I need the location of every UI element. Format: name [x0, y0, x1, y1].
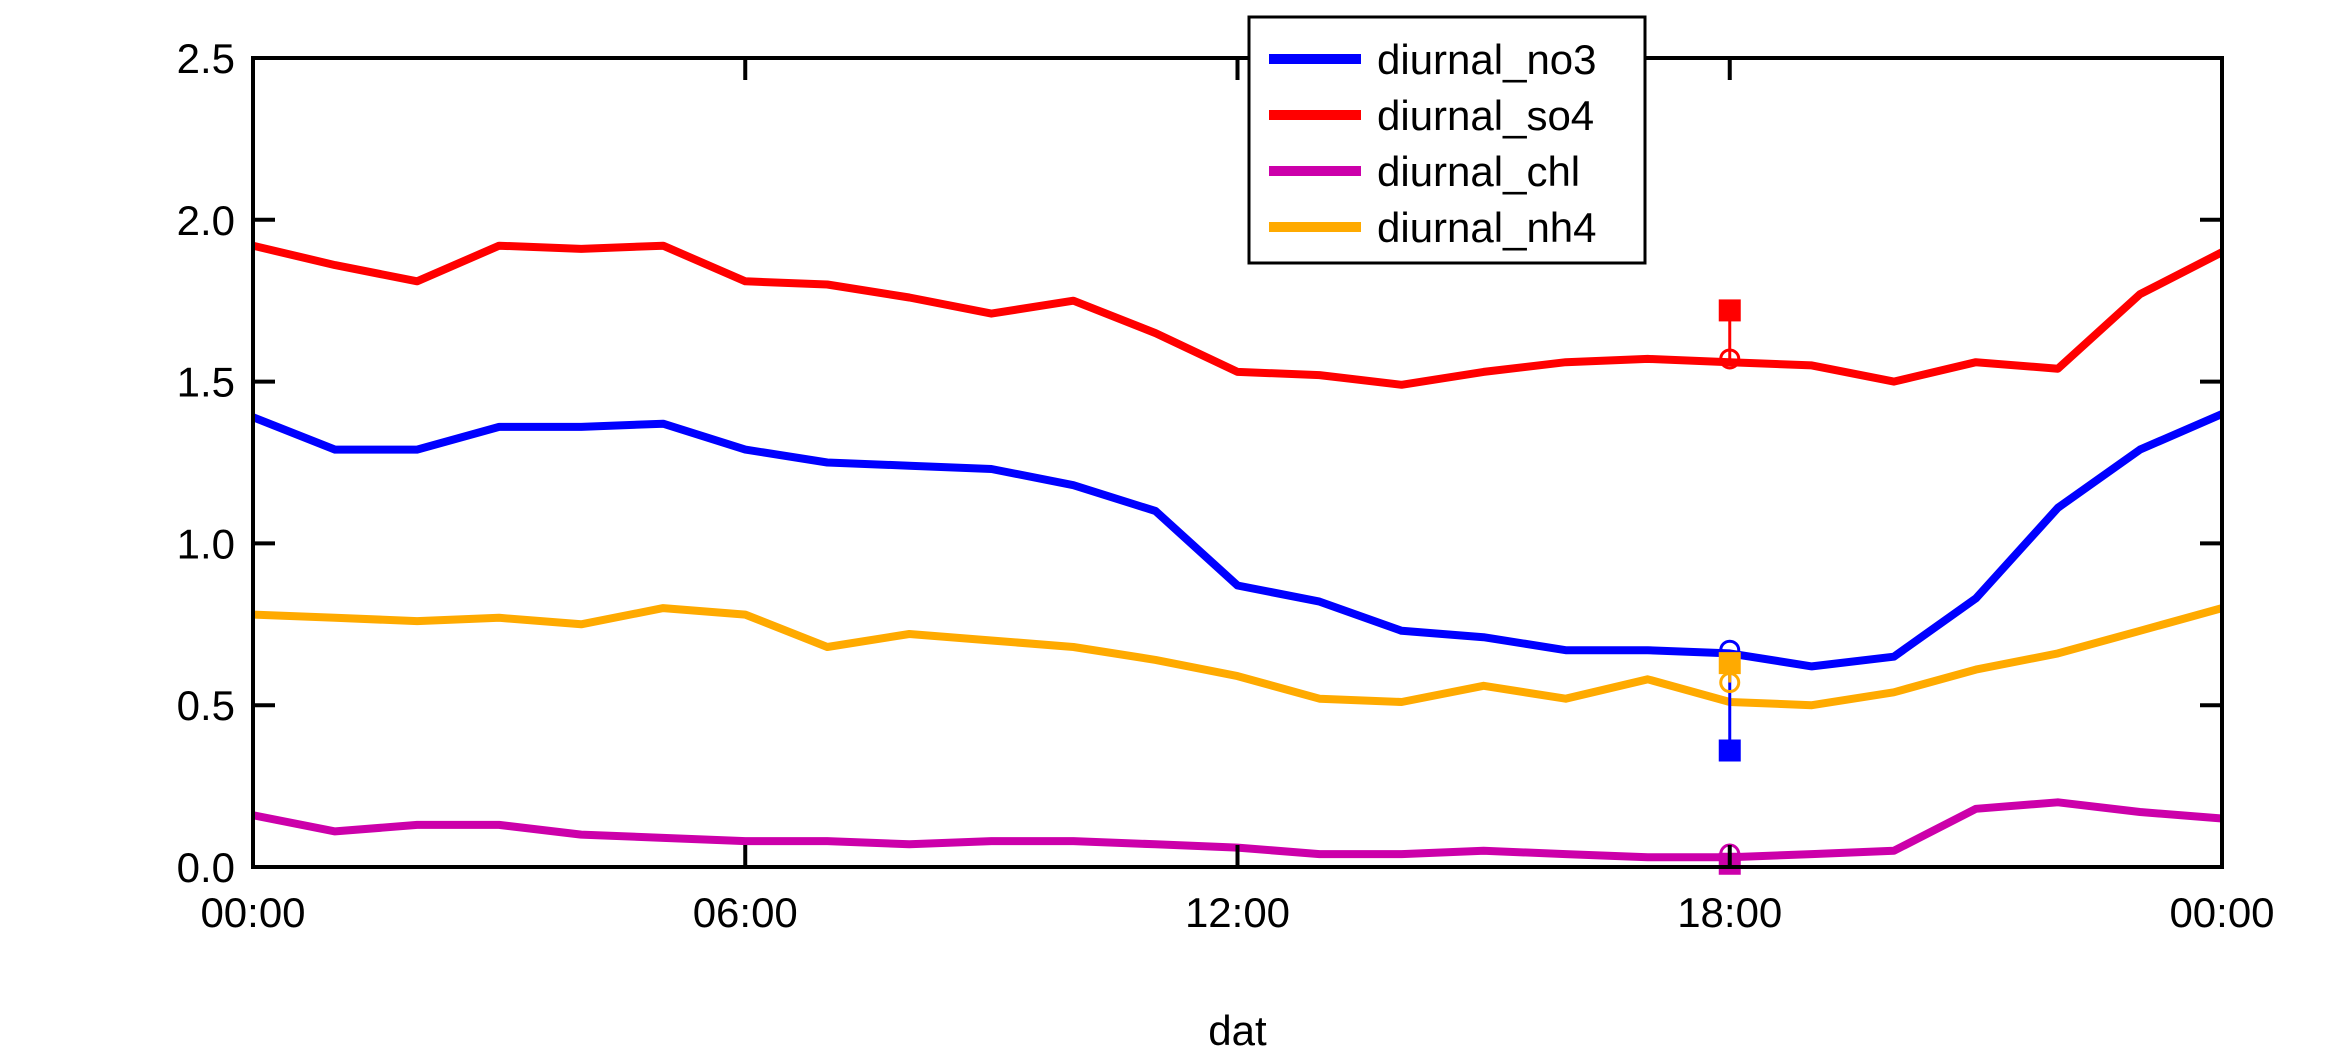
x-tick-label: 00:00 [200, 889, 305, 936]
annotation-circle-diurnal_so4 [1719, 348, 1741, 370]
x-tick-label: 06:00 [693, 889, 798, 936]
y-tick-label: 1.5 [177, 359, 235, 406]
series-line-diurnal_no3 [251, 410, 2224, 671]
y-tick-label: 2.5 [177, 35, 235, 82]
x-axis-label: dat [1208, 1007, 1267, 1050]
annotation-markers [1718, 299, 1741, 875]
plot-frame [251, 56, 2224, 869]
annotation-square-diurnal_nh4 [1718, 652, 1741, 675]
series-line-diurnal_so4 [252, 241, 2224, 389]
x-tick-label: 18:00 [1677, 889, 1782, 936]
legend-label-diurnal_no3: diurnal_no3 [1377, 36, 1597, 83]
y-tick-label: 0.5 [177, 682, 235, 729]
x-tick-label: 12:00 [1185, 889, 1290, 936]
annotation-square-diurnal_no3 [1718, 739, 1741, 762]
annotation-square-diurnal_so4 [1718, 299, 1741, 322]
legend-label-diurnal_chl: diurnal_chl [1377, 148, 1580, 195]
legend-items: diurnal_no3 diurnal_so4 diurnal_chldiurnal… [1269, 36, 1597, 251]
axis-ticks: 00:00 06:00 12:00 18:00 00:000.00.51.01.52.0… [177, 35, 2275, 936]
legend-label-diurnal_nh4: diurnal_nh4 [1377, 204, 1597, 251]
y-tick-label: 0.0 [177, 844, 235, 891]
y-tick-label: 1.0 [177, 520, 235, 567]
series-lines [251, 241, 2224, 862]
legend-label-diurnal_so4: diurnal_so4 [1377, 92, 1594, 139]
legend: diurnal_no3 diurnal_so4 diurnal_chldiurnal… [1247, 15, 1647, 265]
series-line-diurnal_nh4 [252, 604, 2224, 710]
x-tick-label: 00:00 [2169, 889, 2274, 936]
y-tick-label: 2.0 [177, 197, 235, 244]
